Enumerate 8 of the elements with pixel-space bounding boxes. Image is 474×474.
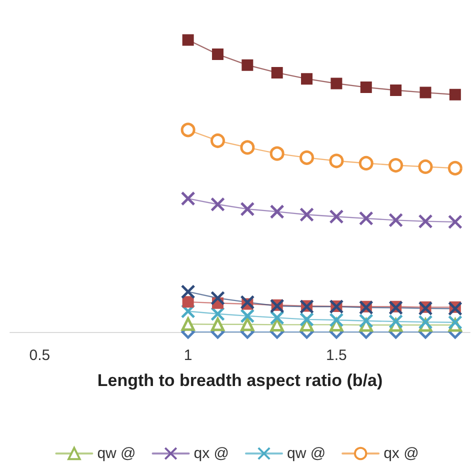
- x-tick-label: 1: [184, 347, 192, 364]
- legend-label: qw @: [287, 445, 326, 462]
- legend-label: qx @: [194, 445, 230, 462]
- x-tick-label: 0.5: [29, 347, 50, 364]
- x-axis-title: Length to breadth aspect ratio (b/a): [97, 371, 383, 390]
- legend-label: qw @: [97, 445, 136, 462]
- x-tick-label: 1.5: [326, 347, 347, 364]
- legend-label: qx @: [384, 445, 419, 462]
